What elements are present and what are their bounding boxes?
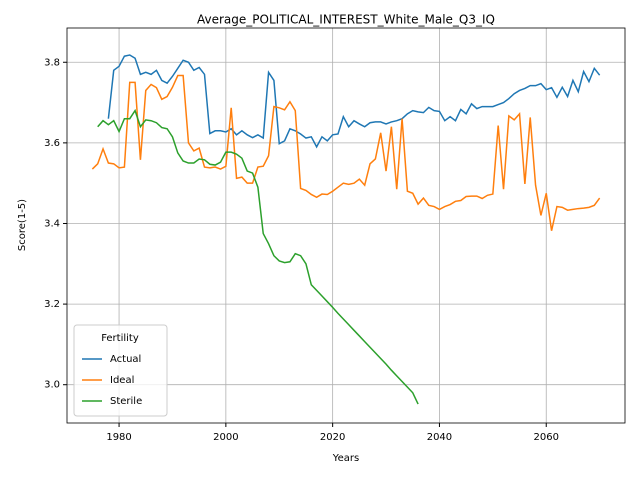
series-line	[97, 108, 419, 405]
x-tick-label: 2040	[427, 432, 452, 443]
legend-label: Sterile	[110, 396, 142, 407]
plot-frame	[66, 27, 626, 424]
legend-label: Actual	[110, 354, 141, 365]
legend-title: Fertility	[101, 333, 139, 344]
chart-title: Average_POLITICAL_INTEREST_White_Male_Q3…	[197, 13, 495, 27]
legend-box	[73, 324, 168, 417]
x-tick-label: 2060	[534, 432, 559, 443]
y-tick-label: 3.0	[44, 380, 60, 391]
legend-label: Ideal	[110, 375, 134, 386]
y-tick-label: 3.2	[44, 299, 60, 310]
x-axis-label: Years	[332, 453, 359, 464]
y-axis-label: Score(1-5)	[17, 199, 28, 251]
series-line	[91, 74, 601, 231]
series-line	[107, 54, 601, 149]
y-tick-label: 3.8	[44, 57, 60, 68]
y-tick-label: 3.4	[44, 218, 60, 229]
x-tick-label: 2000	[213, 432, 238, 443]
y-tick-label: 3.6	[44, 138, 60, 149]
x-tick-label: 1980	[106, 432, 131, 443]
x-tick-label: 2020	[320, 432, 345, 443]
